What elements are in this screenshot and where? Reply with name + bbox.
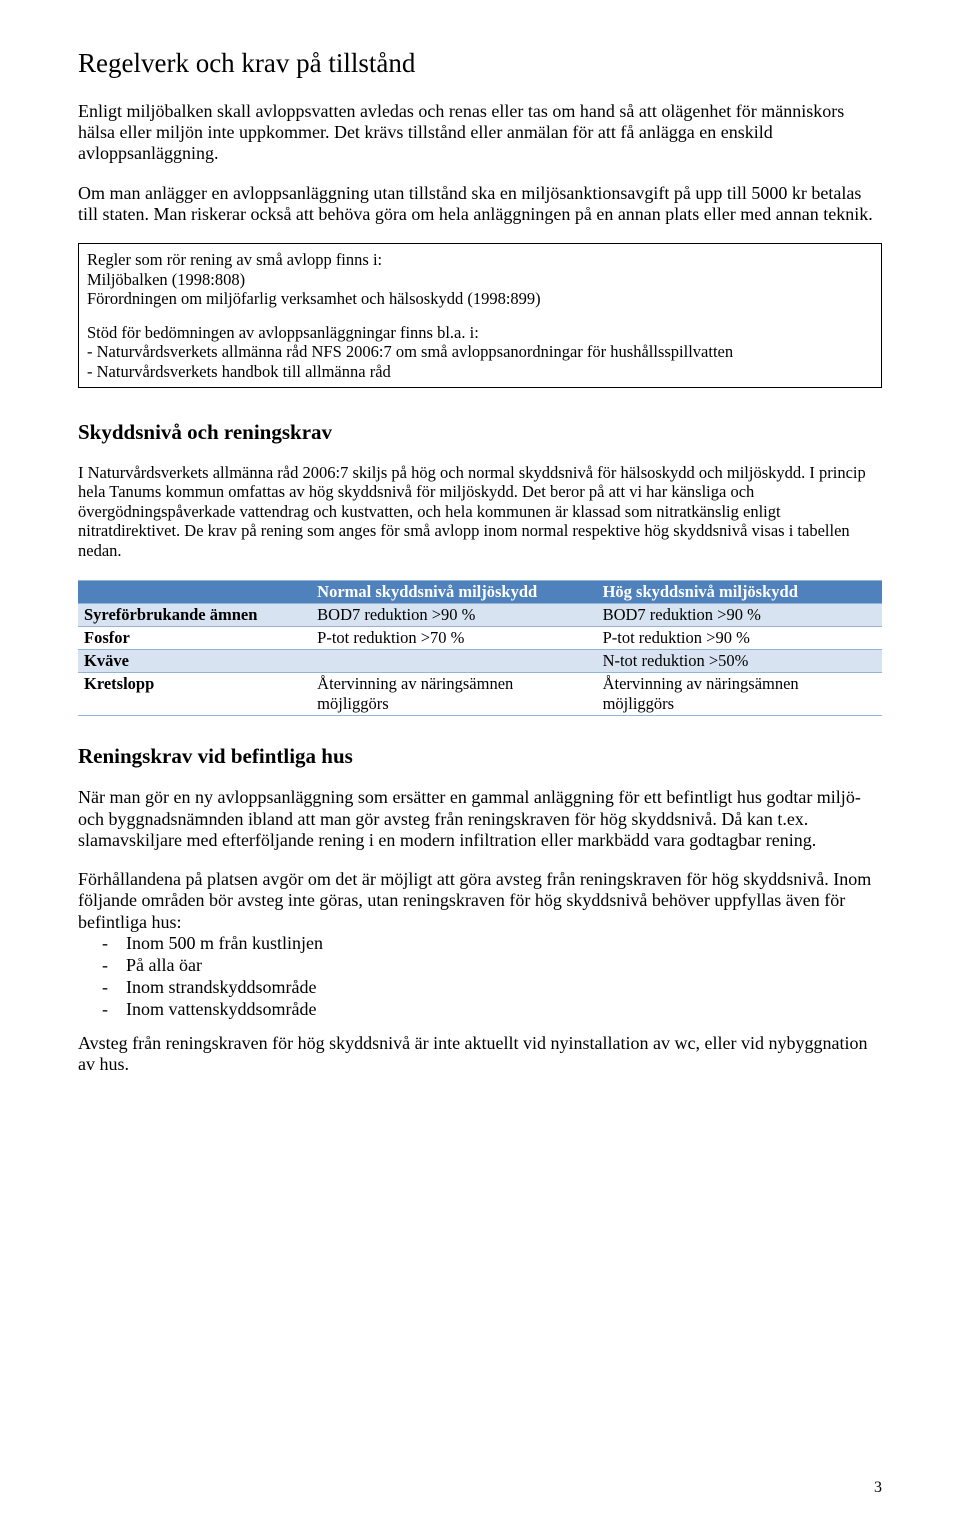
reningskrav-p3: Avsteg från reningskraven för hög skydds… — [78, 1033, 882, 1075]
intro-paragraph-1: Enligt miljöbalken skall avloppsvatten a… — [78, 101, 882, 165]
intro-paragraph-2: Om man anlägger en avloppsanläggning uta… — [78, 183, 882, 225]
table-cell-high: N-tot reduktion >50% — [597, 650, 882, 673]
table-row-label: Syreförbrukande ämnen — [78, 604, 311, 627]
table-row-label: Kväve — [78, 650, 311, 673]
list-item: På alla öar — [126, 955, 882, 977]
list-item: Inom 500 m från kustlinjen — [126, 933, 882, 955]
section-reningskrav-heading: Reningskrav vid befintliga hus — [78, 744, 882, 769]
support-line-2: - Naturvårdsverkets handbok till allmänn… — [87, 362, 873, 381]
list-item: Inom strandskyddsområde — [126, 977, 882, 999]
table-cell-normal: BOD7 reduktion >90 % — [311, 604, 596, 627]
protection-levels-table: Normal skyddsnivå miljöskyddHög skyddsni… — [78, 580, 882, 716]
reningskrav-p1: När man gör en ny avloppsanläggning som … — [78, 787, 882, 851]
page-title: Regelverk och krav på tillstånd — [78, 48, 882, 79]
table-cell-high: Återvinning av näringsämnen möjliggörs — [597, 673, 882, 716]
table-column-header: Hög skyddsnivå miljöskydd — [597, 581, 882, 604]
rules-line-1: Miljöbalken (1998:808) — [87, 270, 873, 289]
table-cell-normal — [311, 650, 596, 673]
support-intro: Stöd för bedömningen av avloppsanläggnin… — [87, 323, 873, 342]
support-line-1: - Naturvårdsverkets allmänna råd NFS 200… — [87, 342, 873, 361]
section-skyddsniva-text: I Naturvårdsverkets allmänna råd 2006:7 … — [78, 463, 882, 560]
list-item: Inom vattenskyddsområde — [126, 999, 882, 1021]
table-cell-normal: Återvinning av näringsämnen möjliggörs — [311, 673, 596, 716]
table-row-label: Kretslopp — [78, 673, 311, 716]
table-column-header: Normal skyddsnivå miljöskydd — [311, 581, 596, 604]
table-corner-cell — [78, 581, 311, 604]
section-skyddsniva-heading: Skyddsnivå och reningskrav — [78, 420, 882, 445]
table-cell-high: P-tot reduktion >90 % — [597, 627, 882, 650]
table-row-label: Fosfor — [78, 627, 311, 650]
table-cell-normal: P-tot reduktion >70 % — [311, 627, 596, 650]
rules-line-2: Förordningen om miljöfarlig verksamhet o… — [87, 289, 873, 308]
rules-intro: Regler som rör rening av små avlopp finn… — [87, 250, 873, 269]
table-cell-high: BOD7 reduktion >90 % — [597, 604, 882, 627]
exception-areas-list: Inom 500 m från kustlinjenPå alla öarIno… — [78, 933, 882, 1021]
page-number: 3 — [874, 1479, 882, 1497]
reningskrav-p2-lead: Förhållandena på platsen avgör om det är… — [78, 869, 882, 933]
regulations-box: Regler som rör rening av små avlopp finn… — [78, 243, 882, 388]
